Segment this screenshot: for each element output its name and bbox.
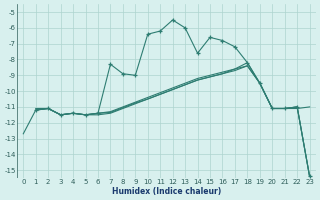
X-axis label: Humidex (Indice chaleur): Humidex (Indice chaleur) bbox=[112, 187, 221, 196]
